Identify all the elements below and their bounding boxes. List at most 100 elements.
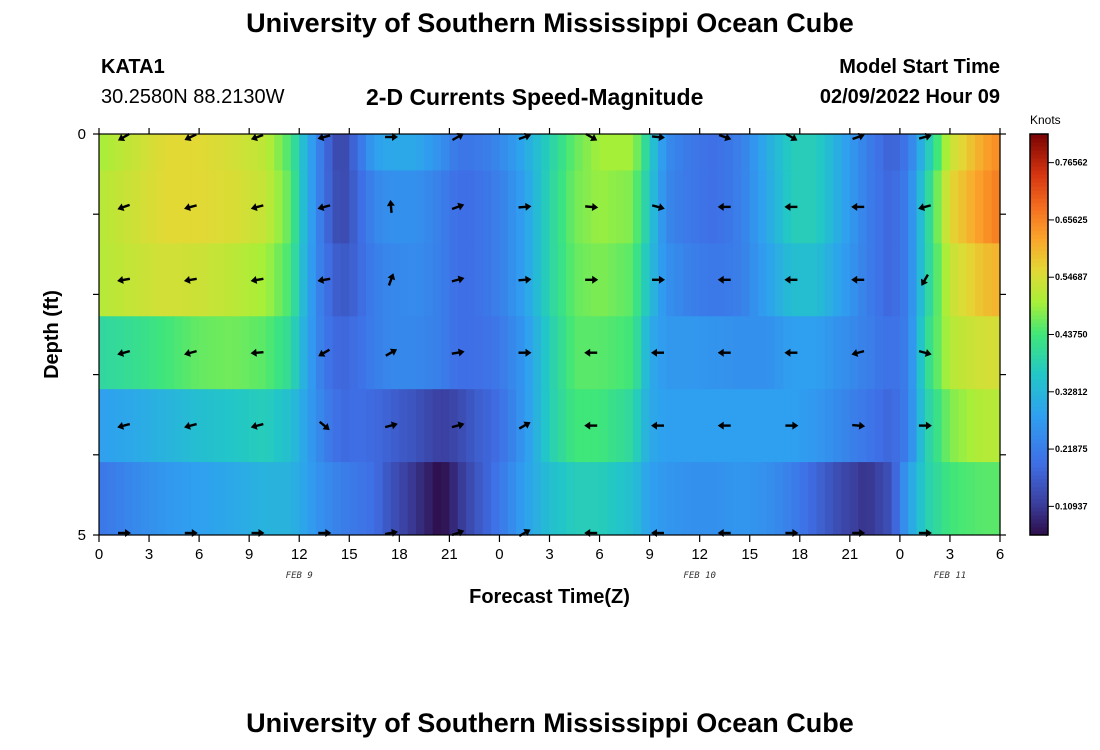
heatmap-cell bbox=[466, 134, 476, 171]
heatmap-cell bbox=[766, 389, 776, 463]
current-arrow bbox=[918, 349, 932, 357]
heatmap-cell bbox=[899, 462, 909, 536]
colorbar-segment bbox=[1030, 302, 1048, 307]
x-tick-label: 6 bbox=[595, 546, 603, 563]
heatmap-cell bbox=[382, 170, 392, 244]
current-arrow-head bbox=[717, 275, 724, 284]
heatmap-cell bbox=[624, 170, 634, 244]
heatmap-cell bbox=[174, 462, 184, 536]
heatmap-cell bbox=[507, 316, 517, 390]
colorbar-segment bbox=[1030, 314, 1048, 319]
heatmap-cell bbox=[549, 462, 559, 536]
heatmap-cell bbox=[866, 316, 876, 390]
heatmap-cell bbox=[307, 134, 317, 171]
heatmap-cell bbox=[449, 134, 459, 171]
heatmap-cell bbox=[891, 170, 901, 244]
heatmap-cell bbox=[491, 389, 501, 463]
heatmap-cell bbox=[482, 243, 492, 317]
heatmap-cell bbox=[357, 170, 367, 244]
heatmap-cell bbox=[799, 389, 809, 463]
heatmap-cell bbox=[441, 134, 450, 171]
current-arrow-head bbox=[590, 134, 598, 141]
current-arrow-head bbox=[918, 203, 925, 212]
heatmap-cell bbox=[816, 389, 826, 463]
heatmap-cell bbox=[908, 170, 918, 244]
heatmap-cell bbox=[290, 462, 300, 536]
heatmap-cell bbox=[315, 462, 325, 536]
current-arrow-head bbox=[318, 349, 326, 357]
heatmap-cell bbox=[132, 243, 142, 317]
colorbar-segment bbox=[1030, 282, 1048, 287]
heatmap-cell bbox=[566, 243, 576, 317]
colorbar-segment bbox=[1030, 350, 1048, 356]
heatmap-cell bbox=[874, 316, 884, 390]
heatmap-cell bbox=[741, 243, 751, 317]
heatmap-cell bbox=[215, 170, 225, 244]
heatmap-cell bbox=[265, 389, 275, 463]
colorbar-segment bbox=[1030, 334, 1048, 340]
heatmap-cell bbox=[499, 243, 509, 317]
heatmap-cell bbox=[432, 389, 442, 463]
x-tick-label: 18 bbox=[791, 546, 808, 563]
colorbar-segment bbox=[1030, 342, 1048, 348]
heatmap-cell bbox=[824, 134, 834, 171]
heatmap-cell bbox=[933, 134, 943, 171]
heatmap-cell bbox=[691, 316, 701, 390]
heatmap-cell bbox=[699, 243, 709, 317]
heatmap-cell bbox=[399, 389, 409, 463]
heatmap-cell bbox=[808, 170, 818, 244]
heatmap-cell bbox=[791, 462, 801, 536]
colorbar-segment bbox=[1030, 506, 1048, 512]
x-tick-label: 21 bbox=[441, 546, 458, 563]
heatmap-cell bbox=[466, 170, 476, 244]
heatmap-cell bbox=[299, 316, 309, 390]
current-arrow bbox=[385, 133, 398, 141]
colorbar-segment bbox=[1030, 218, 1048, 223]
heatmap-cell bbox=[265, 462, 275, 536]
colorbar-segment bbox=[1030, 354, 1048, 360]
heatmap-cell bbox=[908, 243, 918, 317]
heatmap-cell bbox=[124, 316, 133, 390]
colorbar-segment bbox=[1030, 522, 1048, 528]
heatmap-cell bbox=[390, 134, 400, 171]
heatmap-cell bbox=[766, 316, 776, 390]
heatmap-cell bbox=[766, 134, 776, 171]
heatmap-cell bbox=[566, 170, 576, 244]
heatmap-cell bbox=[165, 134, 175, 171]
heatmap-cell bbox=[165, 170, 175, 244]
axes: 0 3 6 9 12 15 18 21 0 3 6 9 12 15 18 21 0 3 6 FEB 9 FEB 10 FE… bbox=[78, 126, 1006, 581]
colorbar-segment bbox=[1030, 446, 1048, 452]
heatmap-cell bbox=[416, 170, 425, 244]
heatmap-cell bbox=[165, 389, 175, 463]
heatmap-cell bbox=[541, 243, 551, 317]
model-start-time: 02/09/2022 Hour 09 bbox=[819, 86, 1000, 108]
current-arrow-head bbox=[924, 132, 932, 141]
current-arrow-head bbox=[525, 275, 532, 284]
heatmap-cell bbox=[99, 134, 108, 171]
colorbar-segment bbox=[1030, 430, 1048, 436]
current-arrow-head bbox=[523, 529, 531, 536]
heatmap-cell bbox=[149, 243, 158, 317]
x-tick-label: 9 bbox=[645, 546, 653, 563]
colorbar-segment bbox=[1030, 338, 1048, 344]
current-arrow-head bbox=[183, 276, 191, 284]
current-arrow-head bbox=[525, 202, 532, 211]
heatmap-cell bbox=[874, 389, 884, 463]
colorbar-segment bbox=[1030, 198, 1048, 203]
current-arrow bbox=[117, 276, 131, 284]
heatmap-cell bbox=[682, 243, 692, 317]
heatmap-cell bbox=[949, 462, 959, 536]
heatmap-cell bbox=[157, 389, 167, 463]
heatmap-cell bbox=[599, 243, 609, 317]
heatmap-cell bbox=[958, 389, 968, 463]
heatmap-cell bbox=[99, 316, 108, 390]
heatmap-cell bbox=[816, 316, 826, 390]
current-arrow bbox=[250, 276, 264, 284]
station-id: KATA1 bbox=[101, 56, 165, 78]
colorbar-segment bbox=[1030, 298, 1048, 303]
heatmap-cell bbox=[407, 316, 417, 390]
heatmap-cell bbox=[616, 243, 626, 317]
heatmap-cell bbox=[891, 243, 901, 317]
heatmap-cell bbox=[966, 243, 976, 317]
heatmap-cell bbox=[324, 389, 334, 463]
